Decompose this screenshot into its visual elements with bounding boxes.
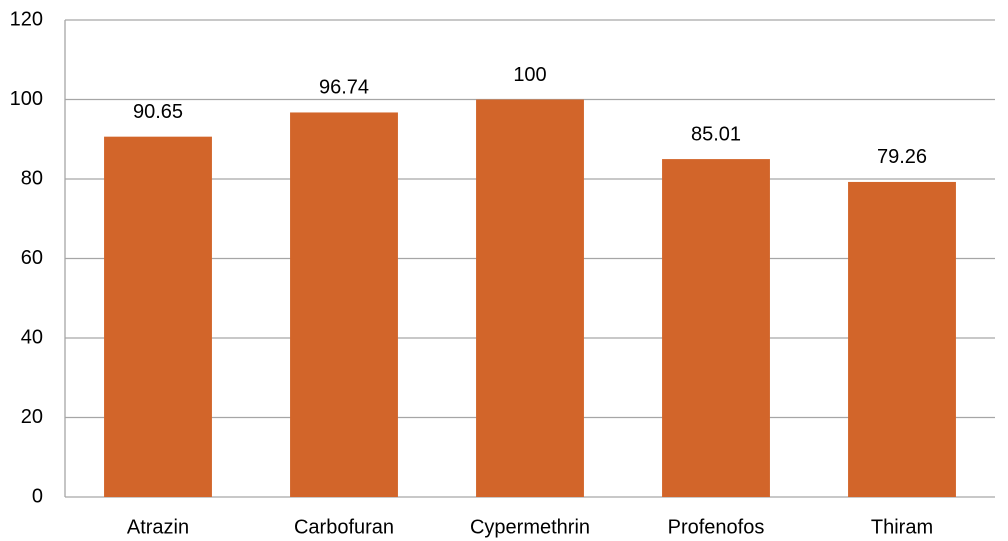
bar bbox=[104, 136, 212, 497]
bar bbox=[662, 159, 770, 497]
x-tick-label: Atrazin bbox=[127, 516, 189, 538]
x-tick-label: Carbofuran bbox=[294, 516, 394, 538]
y-tick-label: 80 bbox=[21, 167, 43, 189]
x-tick-label: Cypermethrin bbox=[470, 516, 590, 538]
bar bbox=[290, 112, 398, 498]
y-tick-label: 20 bbox=[21, 406, 43, 428]
y-tick-label: 40 bbox=[21, 326, 43, 348]
x-tick-label: Profenofos bbox=[668, 516, 765, 538]
y-tick-label: 60 bbox=[21, 247, 43, 269]
data-label: 90.65 bbox=[133, 101, 183, 123]
bar bbox=[848, 181, 956, 497]
data-label: 100 bbox=[513, 64, 546, 86]
data-label: 85.01 bbox=[691, 123, 741, 145]
data-label: 96.74 bbox=[319, 77, 369, 99]
y-tick-label: 120 bbox=[10, 8, 43, 30]
data-label: 79.26 bbox=[877, 146, 927, 168]
y-tick-label: 100 bbox=[10, 88, 43, 110]
x-tick-label: Thiram bbox=[871, 516, 933, 538]
bar bbox=[476, 99, 584, 497]
y-tick-label: 0 bbox=[32, 485, 43, 507]
